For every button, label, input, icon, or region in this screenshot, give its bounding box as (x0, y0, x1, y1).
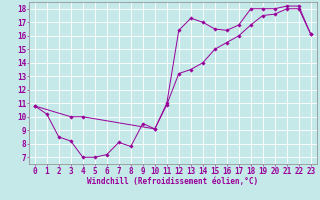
X-axis label: Windchill (Refroidissement éolien,°C): Windchill (Refroidissement éolien,°C) (87, 177, 258, 186)
